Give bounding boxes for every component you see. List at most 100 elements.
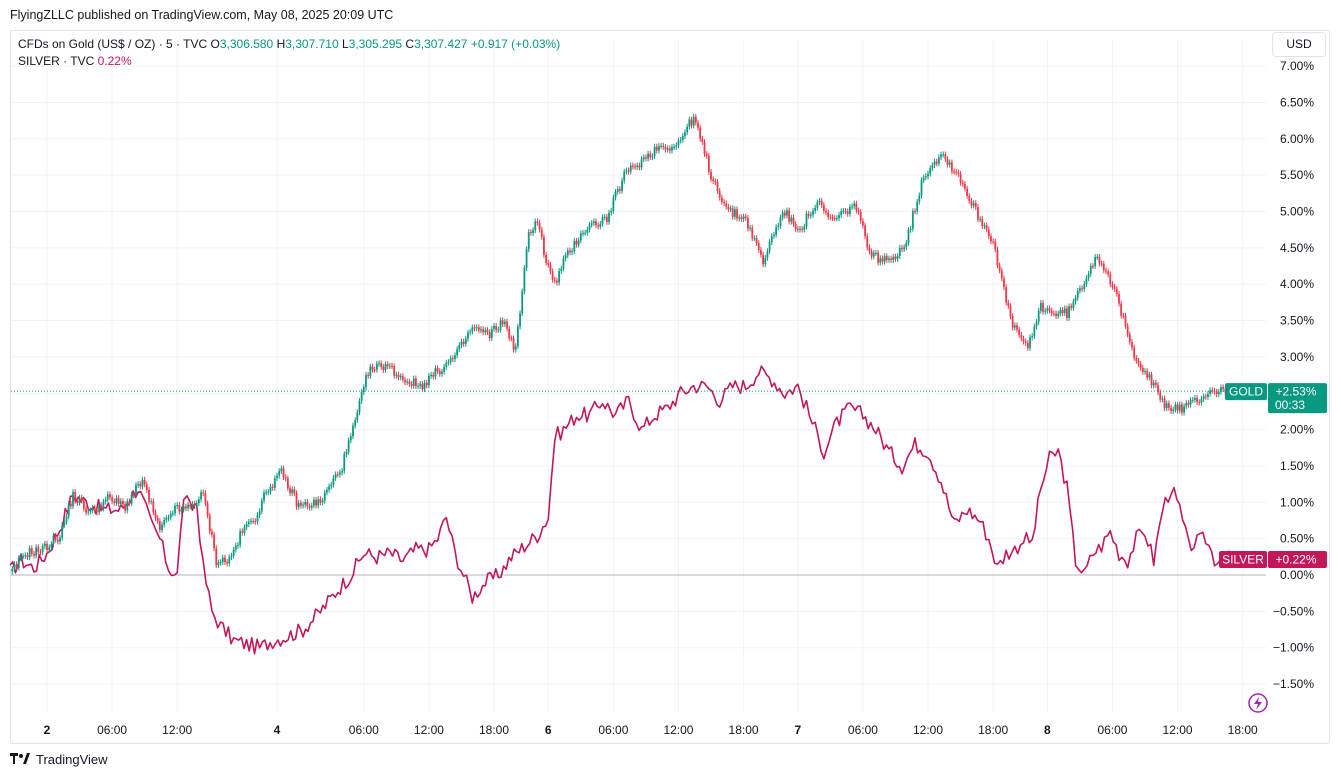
gold-candle-body (851, 206, 853, 208)
gold-candle-body (22, 556, 25, 558)
gold-candle-body (1174, 404, 1177, 410)
gold-candle-body (712, 179, 715, 182)
gold-candle-body (668, 148, 671, 151)
tradingview-brand: TradingView (10, 752, 108, 767)
gold-candle-body (592, 221, 595, 224)
gold-candle-body (1109, 274, 1112, 285)
gold-candle-body (475, 327, 478, 329)
gold-candle-body (1217, 391, 1220, 395)
gold-candle-body (302, 504, 304, 506)
gold-candle-body (610, 210, 613, 213)
gold-candle-body (775, 227, 778, 235)
lightning-icon-bolt[interactable] (1254, 697, 1262, 710)
gold-candle-body (1029, 337, 1031, 348)
gold-candle-body (122, 501, 124, 505)
gold-candle-body (849, 207, 851, 214)
x-tick-label: 18:00 (729, 723, 759, 737)
gold-candle-body (245, 523, 248, 528)
gold-candle-body (898, 247, 901, 257)
gold-candle-body (1013, 325, 1016, 328)
gold-candle-body (937, 157, 940, 164)
gold-candle-body (247, 521, 250, 524)
gold-candle-body (174, 505, 176, 514)
gold-candle-body (406, 381, 409, 383)
gold-candle-body (1170, 407, 1172, 412)
gold-candle-body (1076, 290, 1079, 298)
gold-candle-body (490, 329, 493, 338)
gold-candle-body (369, 366, 372, 376)
gold-candle-body (642, 157, 645, 160)
gold-candle-body (534, 221, 537, 231)
gold-candle-body (482, 329, 485, 333)
x-tick-label: 7 (794, 723, 801, 737)
gold-candle-body (1096, 256, 1099, 258)
gold-candle-body (692, 116, 695, 126)
gold-candle-body (918, 195, 921, 202)
gold-candle-body (1200, 399, 1203, 403)
lightning-icon[interactable] (1248, 693, 1268, 713)
gold-candle-body (660, 145, 663, 147)
gold-candle-body (571, 251, 574, 253)
gold-candle-body (1139, 363, 1142, 368)
gold-candle-body (443, 366, 446, 372)
gold-candle-body (1222, 387, 1225, 390)
gold-candle-body (686, 126, 689, 133)
gold-candle-body (608, 212, 610, 222)
gold-candle-body (914, 211, 916, 213)
gold-candle-body (710, 171, 712, 180)
gold-candle-body (996, 249, 999, 266)
gold-candle-body (54, 535, 57, 540)
gold-candle-body (796, 228, 799, 230)
gold-candle-body (966, 188, 968, 196)
gold-candle-body (56, 539, 59, 542)
gold-candle-body (740, 217, 743, 220)
gold-candle-body (106, 494, 109, 500)
gold-candle-body (401, 376, 404, 380)
y-tick-label: −1.00% (1273, 641, 1314, 655)
x-tick-label: 06:00 (848, 723, 878, 737)
y-tick-label: 3.00% (1280, 350, 1314, 364)
gold-candle-body (124, 504, 127, 511)
gold-candle-body (1037, 310, 1040, 323)
gold-candle-body (885, 256, 888, 260)
gold-candle-body (1191, 399, 1194, 401)
gold-candle-body (634, 166, 636, 168)
gold-candle-body (859, 211, 862, 221)
gold-candle-body (460, 341, 463, 346)
gold-candle-body (877, 252, 880, 263)
legend-compare-symbol[interactable]: SILVER · TVC (18, 54, 95, 68)
gold-candle-body (93, 507, 96, 511)
gold-candle-body (80, 497, 83, 501)
tradingview-brand-name: TradingView (36, 752, 108, 767)
gold-candle-body (896, 256, 899, 259)
legend-main-symbol[interactable]: CFDs on Gold (US$ / OZ) · 5 · TVC (18, 37, 208, 51)
gold-candle-body (1024, 341, 1027, 343)
gold-candle-body (970, 200, 973, 206)
legend-compare-row[interactable]: SILVER · TVC 0.22% (18, 53, 560, 70)
gold-candle-body (30, 548, 33, 554)
gold-candle-body (137, 483, 140, 485)
x-tick-label: 18:00 (1228, 723, 1258, 737)
gold-axis-label-bg (1268, 383, 1327, 414)
y-tick-label: 4.50% (1280, 241, 1314, 255)
gold-candle-body (237, 544, 239, 546)
x-tick-label: 2 (44, 723, 51, 737)
gold-candle-body (154, 512, 157, 519)
gold-candle-body (773, 234, 775, 236)
gold-candle-body (948, 162, 951, 165)
gold-candle-body (1081, 288, 1083, 290)
gold-candle-body (241, 531, 244, 533)
gold-candle-body (718, 190, 721, 198)
gold-candle-body (471, 327, 474, 332)
gold-candle-body (332, 477, 335, 485)
gold-candle-body (653, 146, 656, 157)
gold-candle-body (510, 338, 513, 340)
gold-candle-body (63, 521, 66, 525)
legend-main-row[interactable]: CFDs on Gold (US$ / OZ) · 5 · TVC O3,306… (18, 36, 560, 53)
gold-candle-body (558, 271, 561, 283)
gold-candle-body (942, 154, 945, 156)
gold-candle-body (1000, 270, 1003, 279)
gold-candle-body (336, 474, 339, 476)
currency-button[interactable]: USD (1272, 32, 1326, 57)
